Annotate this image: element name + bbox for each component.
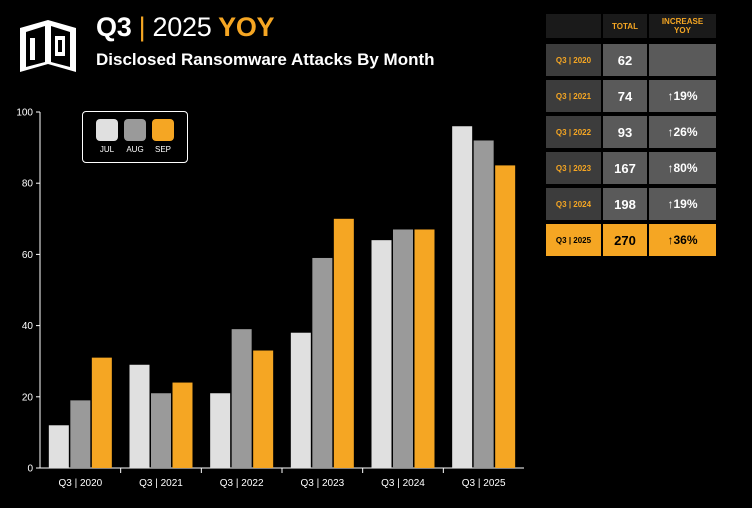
bar-aug (473, 140, 494, 469)
bar-sep (91, 357, 112, 468)
title-year: 2025 (152, 12, 212, 42)
legend-item-sep: SEP (151, 119, 175, 154)
table-row-total: 93 (603, 116, 647, 148)
table-row-year-highlight: Q3 | 2025 (546, 224, 601, 256)
table-row-total-highlight: 270 (603, 224, 647, 256)
x-tick-label: Q3 | 2024 (381, 478, 425, 489)
table-row-total: 198 (603, 188, 647, 220)
x-tick-label: Q3 | 2022 (220, 478, 264, 489)
table-row-increase (649, 44, 716, 76)
table-row-total: 74 (603, 80, 647, 112)
legend-label-jul: JUL (99, 145, 115, 154)
page-subtitle: Disclosed Ransomware Attacks By Month (96, 50, 435, 69)
bar-jul (129, 364, 150, 468)
book-logo-icon (20, 20, 76, 72)
bar-sep (495, 165, 516, 468)
bar-chart: 0 20 40 60 80 100 Q3 | 2020 Q3 | 2021 Q3 | 2022 Q… (16, 108, 524, 489)
y-tick-label: 100 (16, 108, 33, 119)
bar-aug (312, 257, 333, 468)
title-quarter: Q3 (96, 12, 132, 42)
y-tick-label: 80 (22, 179, 34, 190)
x-tick-label: Q3 | 2025 (462, 478, 506, 489)
table-row-total: 62 (603, 44, 647, 76)
bar-sep (253, 350, 274, 468)
table-header-total: TOTAL (603, 14, 647, 38)
bar-sep (333, 218, 354, 468)
table-header-corner (546, 14, 601, 38)
table-row-increase: ↑80% (649, 152, 716, 184)
y-tick-label: 60 (22, 250, 34, 261)
legend-label-aug: AUG (126, 145, 144, 154)
table-row-increase: ↑26% (649, 116, 716, 148)
bar-aug (231, 329, 252, 468)
bar-aug (151, 393, 171, 468)
x-tick-label: Q3 | 2023 (300, 478, 344, 489)
x-tick-label: Q3 | 2020 (58, 478, 102, 489)
bar-aug (393, 229, 413, 468)
bar-jul (48, 425, 69, 468)
table-row-increase: ↑19% (649, 188, 716, 220)
bar-jul (452, 126, 473, 469)
bar-jul (371, 240, 392, 468)
page-title: Q3 | 2025 YOY (96, 12, 275, 43)
legend-item-jul: JUL (95, 119, 119, 154)
table-row-year: Q3 | 2020 (546, 44, 601, 76)
table-row-increase-highlight: ↑36% (649, 224, 716, 256)
table-row-year: Q3 | 2024 (546, 188, 601, 220)
table-row-year: Q3 | 2021 (546, 80, 601, 112)
legend-swatch-aug (124, 119, 146, 141)
chart-legend: JUL AUG SEP (82, 111, 188, 163)
bar-sep (172, 382, 193, 468)
title-separator: | (138, 12, 146, 42)
legend-swatch-jul (96, 119, 118, 141)
x-tick-label: Q3 | 2021 (139, 478, 183, 489)
y-tick-label: 0 (27, 464, 33, 475)
bar-sep (414, 229, 435, 468)
table-row-total: 167 (603, 152, 647, 184)
y-tick-label: 40 (22, 321, 34, 332)
title-suffix: YOY (218, 12, 275, 42)
bar-jul (210, 393, 231, 468)
legend-label-sep: SEP (154, 145, 171, 154)
table-row-year: Q3 | 2023 (546, 152, 601, 184)
bar-jul (290, 332, 311, 468)
table-row-year: Q3 | 2022 (546, 116, 601, 148)
legend-item-aug: AUG (123, 119, 147, 154)
y-tick-label: 20 (22, 392, 34, 403)
table-header-increase: INCREASE YOY (649, 14, 716, 38)
legend-swatch-sep (152, 119, 174, 141)
bar-aug (70, 400, 91, 468)
table-row-increase: ↑19% (649, 80, 716, 112)
